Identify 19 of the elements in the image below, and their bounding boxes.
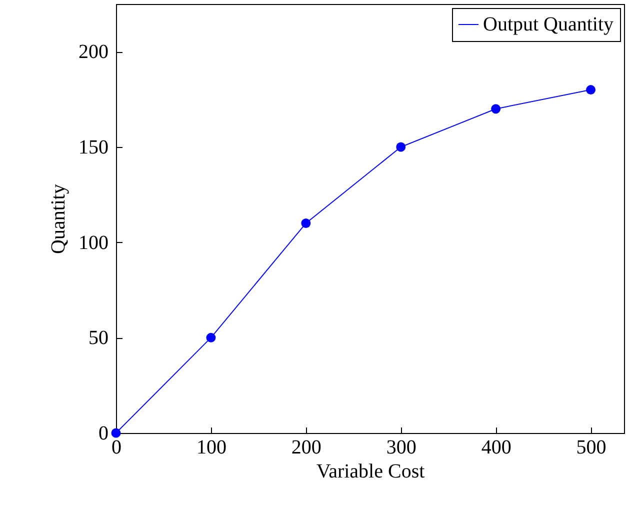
point [301, 218, 311, 228]
point [111, 428, 121, 438]
point [396, 142, 406, 152]
y-axis-title: Quantity [48, 184, 70, 254]
x-axis-title: Variable Cost [316, 460, 426, 482]
y-tick-label: 150 [78, 136, 108, 158]
point [491, 104, 501, 114]
y-tick-label: 200 [78, 41, 108, 64]
x-tick-label: 500 [576, 436, 606, 458]
x-tick-label: 200 [291, 436, 322, 458]
x-tick-label: 300 [386, 436, 416, 458]
y-tick-label: 0 [98, 422, 108, 444]
point [586, 85, 596, 95]
y-tick-label: 100 [78, 232, 108, 254]
point [206, 332, 216, 342]
x-tick-label: 400 [481, 436, 512, 458]
x-tick-label: 100 [196, 436, 226, 458]
legend-label: Output Quantity [483, 14, 614, 36]
y-tick-label: 50 [88, 327, 108, 350]
